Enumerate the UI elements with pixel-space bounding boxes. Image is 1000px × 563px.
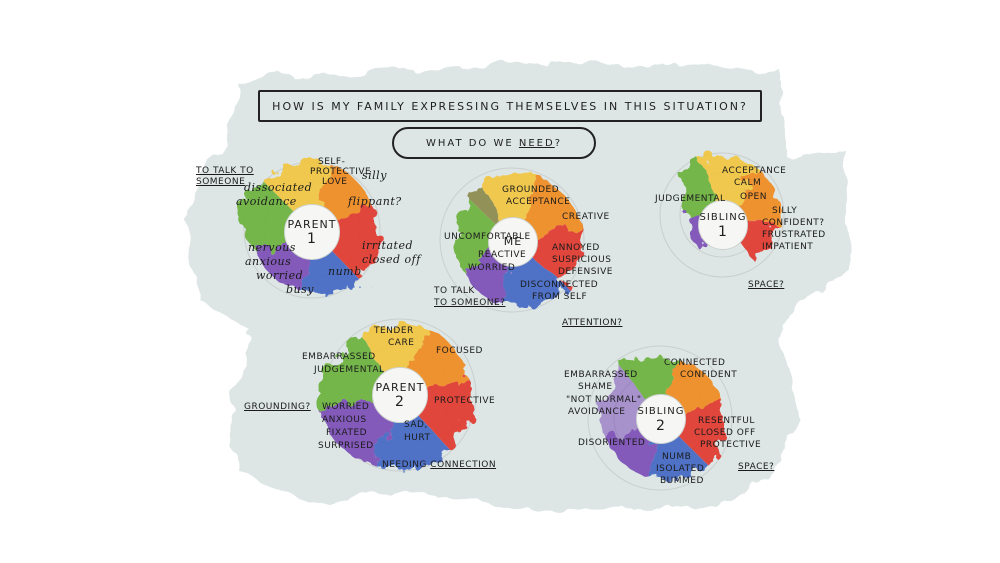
sibling1-label: JUDGEMENTAL (655, 194, 726, 204)
sibling2-label: BUMMED (660, 476, 704, 486)
me-need-a: TO TALK (434, 286, 475, 296)
parent2-label: CARE (388, 338, 415, 348)
me-label: WORRIED (468, 263, 516, 273)
parent1-label: irritated (362, 239, 414, 252)
parent1-label: numb (328, 265, 362, 278)
parent1-label: dissociated (244, 181, 313, 194)
parent2-label: FIXATED (326, 428, 368, 438)
sibling2-label: NUMB (662, 452, 692, 462)
parent1-center: PARENT 1 (284, 204, 340, 260)
parent2-num: 2 (395, 394, 405, 410)
me-label: DISCONNECTED (520, 280, 599, 290)
parent2-label: EMBARRASSED (302, 352, 376, 362)
parent1-name: PARENT (287, 218, 337, 231)
sibling1-label: FRUSTRATED (762, 230, 826, 240)
sibling2-label: AVOIDANCE (568, 407, 626, 417)
sibling1-label: CONFIDENT? (762, 218, 825, 228)
sibling2-num: 2 (656, 418, 666, 434)
parent2-label: ANXIOUS (322, 415, 367, 425)
sibling2-label: SHAME (578, 382, 613, 392)
sibling1-label: OPEN (740, 192, 767, 202)
parent1-label: avoidance (236, 195, 297, 208)
me-center: ME (488, 217, 538, 267)
parent1-need: TO TALK TO SOMEONE (196, 166, 254, 187)
parent2-center: PARENT 2 (372, 367, 428, 423)
sibling2-label: EMBARRASSED (564, 370, 638, 380)
sibling2-label: RESENTFUL (698, 416, 755, 426)
parent1-num: 1 (307, 231, 317, 247)
sibling1-need: SPACE? (748, 280, 785, 290)
parent1-label: nervous (248, 241, 296, 254)
me-label: DEFENSIVE (558, 267, 613, 277)
sibling2-label: "NOT NORMAL" (566, 395, 642, 405)
sibling2-name: SIBLING (637, 406, 685, 417)
parent1-label: silly (362, 169, 387, 182)
subtitle-prefix: What do we (425, 137, 514, 149)
parent2-need2-emphasis: CONNECTION (430, 460, 497, 470)
sibling1-num: 1 (718, 224, 728, 240)
parent2-label: JUDGEMENTAL (314, 365, 385, 375)
parent1-label: SELF- (318, 157, 346, 167)
parent1-label: busy (286, 283, 314, 296)
sibling2-label: CLOSED OFF (694, 428, 756, 438)
sibling1-label: SILLY (772, 206, 798, 216)
parent2-label: PROTECTIVE (434, 396, 496, 406)
sibling2-label: ISOLATED (656, 464, 705, 474)
me-label: UNCOMFORTABLE (444, 232, 531, 242)
parent2-label: SURPRISED (318, 441, 374, 451)
me-label: ANNOYED (552, 243, 600, 253)
me-label: REACTIVE (478, 250, 527, 260)
parent2-need2: NEEDING CONNECTION (382, 460, 496, 471)
sibling2-label: PROTECTIVE (700, 440, 762, 450)
sibling1-center: SIBLING 1 (698, 200, 748, 250)
sibling2-need: SPACE? (738, 462, 775, 472)
parent2-need2-prefix: NEEDING (382, 460, 427, 470)
parent2-label: SAD, (404, 420, 428, 430)
parent1-label: closed off (362, 253, 421, 266)
parent2-need: GROUNDING? (244, 402, 311, 412)
title-text: How is my family expressing themselves i… (272, 99, 748, 113)
parent2-label: HURT (404, 433, 431, 443)
sibling1-label: IMPATIENT (762, 242, 814, 252)
me-name: ME (503, 235, 523, 248)
sibling2-label: DISORIENTED (578, 438, 646, 448)
parent2-label: FOCUSED (436, 346, 483, 356)
parent1-label: anxious (245, 255, 292, 268)
me-need-b: TO SOMEONE? (434, 298, 506, 308)
me-need-attention: ATTENTION? (562, 318, 623, 328)
me-label: SUSPICIOUS (552, 255, 612, 265)
parent2-name: PARENT (375, 381, 425, 394)
me-label: CREATIVE (562, 212, 610, 222)
me-label: ACCEPTANCE (506, 197, 571, 207)
subtitle-suffix: ? (554, 137, 563, 149)
sibling1-name: SIBLING (699, 212, 747, 223)
parent1-label: flippant? (348, 195, 402, 208)
sibling2-label: CONNECTED (664, 358, 726, 368)
me-label: GROUNDED (502, 185, 560, 195)
subtitle: What do we NEED? (392, 127, 596, 159)
me-label: FROM SELF (532, 292, 588, 302)
sibling2-label: CONFIDENT (680, 370, 738, 380)
parent2-label: TENDER (374, 326, 414, 336)
subtitle-emphasis: NEED (518, 137, 555, 149)
parent1-label: worried (256, 269, 304, 282)
parent2-label: WORRIED (322, 402, 370, 412)
parent1-label: PROTECTIVE (310, 167, 372, 177)
sibling2-center: SIBLING 2 (636, 394, 686, 444)
parent1-label: LOVE (322, 177, 348, 187)
sibling1-label: CALM (734, 178, 762, 188)
sibling1-label: ACCEPTANCE (722, 166, 787, 176)
page-title: How is my family expressing themselves i… (258, 90, 762, 122)
